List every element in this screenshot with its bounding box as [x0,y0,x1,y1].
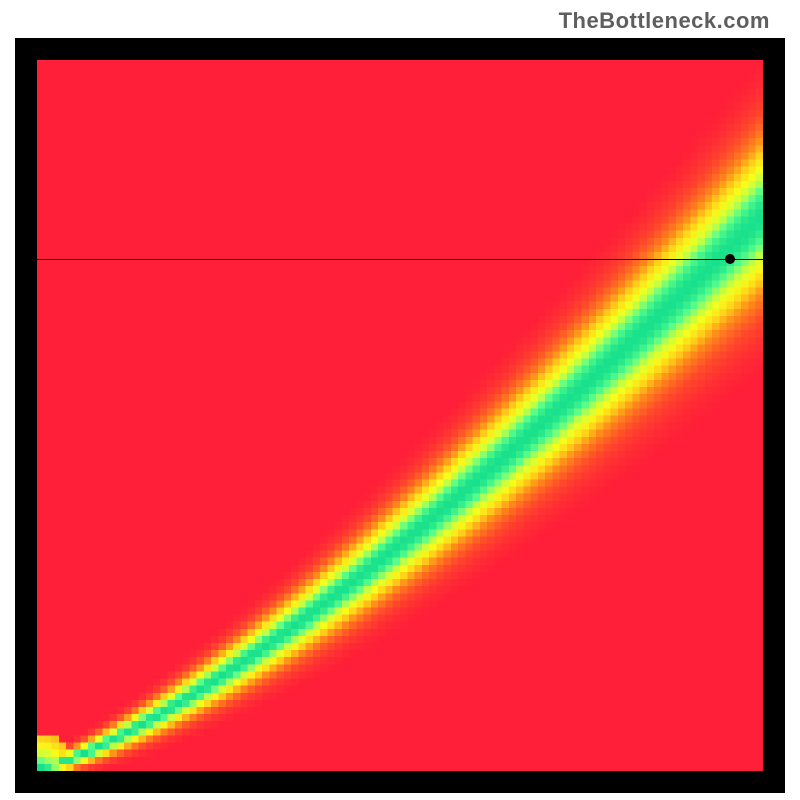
crosshair-marker-dot [725,254,735,264]
crosshair-horizontal-line [37,259,763,260]
heatmap-plot-area [37,60,763,771]
watermark-text: TheBottleneck.com [559,8,770,34]
heatmap-canvas [37,60,763,771]
